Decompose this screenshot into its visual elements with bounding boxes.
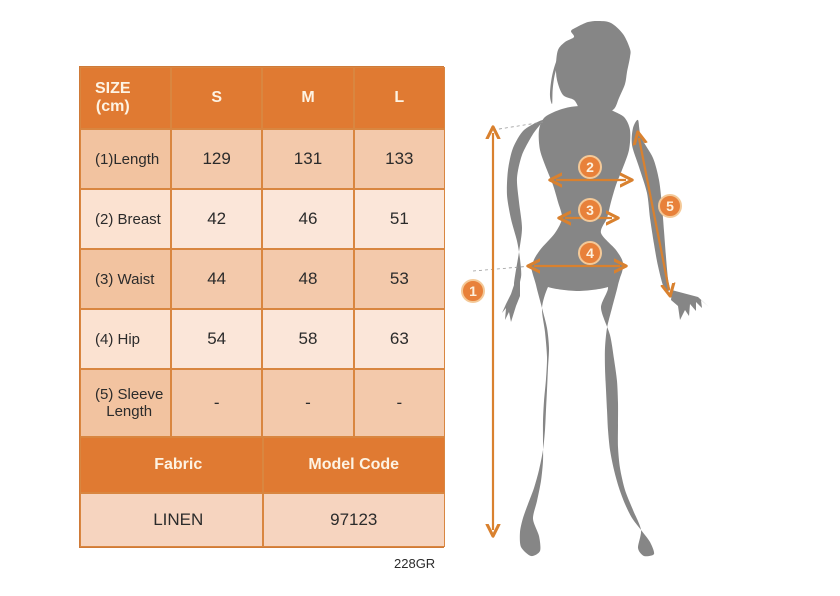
svg-text:3: 3 [586,202,594,218]
svg-text:4: 4 [586,245,594,261]
svg-text:1: 1 [469,283,477,299]
svg-text:5: 5 [666,198,674,214]
svg-text:2: 2 [586,159,594,175]
